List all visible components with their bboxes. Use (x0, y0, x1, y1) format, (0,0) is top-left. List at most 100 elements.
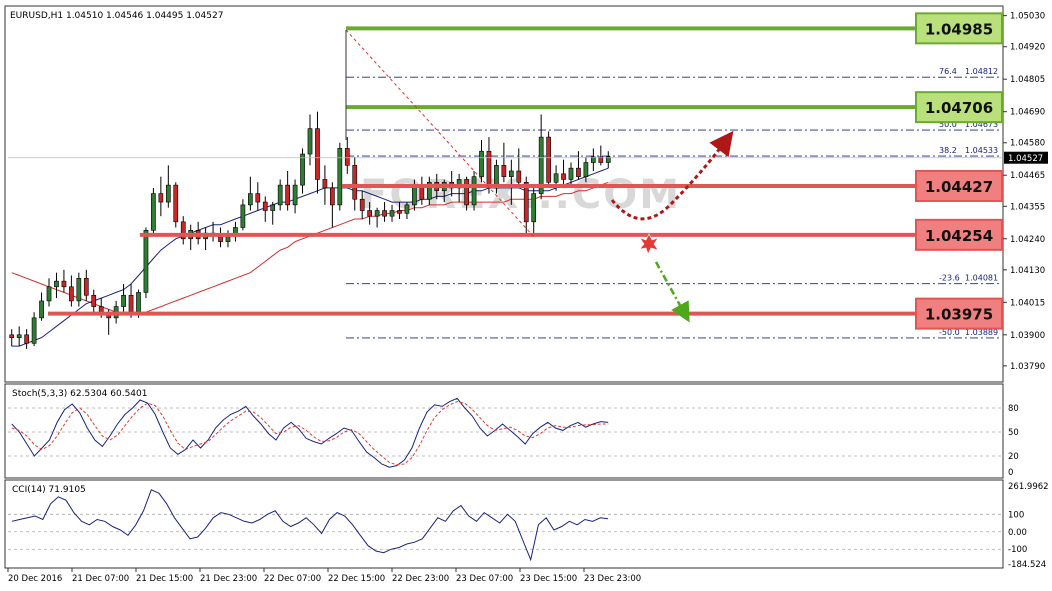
candle-bearish (367, 210, 373, 217)
symbol-header: EURUSD,H1 1.04510 1.04546 1.04495 1.0452… (10, 11, 223, 21)
current-price-box (1004, 151, 1048, 164)
candle-bullish (121, 294, 126, 307)
time-tick-label: 23 Dec 15:00 (520, 574, 577, 584)
candle-bullish (247, 193, 253, 206)
candle-bearish (322, 179, 328, 189)
candle-bullish (151, 193, 156, 231)
candle-bearish (352, 165, 358, 200)
candle-bullish (300, 153, 305, 186)
bullish-scenario-arrow (610, 130, 734, 221)
time-tick-label: 22 Dec 23:00 (392, 574, 449, 584)
candle-bearish (486, 150, 492, 189)
time-tick-label: 22 Dec 15:00 (328, 574, 385, 584)
price-tick-label: 1.04240 (1010, 235, 1045, 245)
main-panel (4, 5, 1004, 383)
candle-bullish (471, 176, 477, 206)
candle-bearish (561, 173, 566, 180)
candle-bullish (538, 136, 544, 194)
candle-bearish (516, 170, 522, 183)
candle-bullish (54, 280, 59, 288)
candle-bullish (531, 193, 537, 223)
candle-bullish (337, 148, 343, 206)
fibo-level-pct: -50.0 (939, 328, 960, 337)
candle-bullish (508, 170, 514, 177)
fibo-trendline (345, 29, 536, 239)
candle-bearish (69, 286, 74, 302)
level-label: 1.04706 (925, 99, 993, 117)
candle-bullish (270, 204, 276, 211)
time-tick-label: 23 Dec 23:00 (584, 574, 641, 584)
stoch-main-line (11, 397, 609, 468)
candle-bullish (143, 230, 149, 293)
level-box (915, 12, 1003, 45)
candle-bullish (374, 210, 380, 217)
candle-bullish (591, 156, 596, 163)
price-tick-label: 1.03790 (1010, 362, 1045, 372)
fibo-level-price: 1.04081 (965, 274, 998, 283)
candle-bearish (173, 184, 179, 223)
level-box (915, 169, 1003, 202)
candle-bearish (382, 210, 387, 217)
candle-bearish (330, 187, 335, 206)
bearish-scenario-arrow (654, 261, 690, 323)
candle-bearish (546, 136, 551, 183)
candle-bullish (277, 184, 283, 206)
candle-bearish (576, 167, 581, 177)
candle-bearish (523, 181, 529, 223)
price-tick-label: 1.04130 (1010, 266, 1045, 276)
candle-bearish (180, 221, 186, 240)
stoch-tick-label: 0 (1008, 468, 1013, 478)
time-tick-label: 22 Dec 07:00 (264, 574, 321, 584)
stoch-signal-line (11, 401, 609, 466)
candle-bearish (285, 184, 290, 206)
candle-bearish (24, 334, 29, 344)
fibo-level-price: 1.04673 (965, 120, 998, 129)
stoch-tick-label: 80 (1008, 404, 1019, 414)
candle-bullish (136, 292, 141, 313)
candle-bullish (412, 184, 417, 206)
price-tick-label: 1.04580 (1010, 139, 1045, 149)
fibo-level-price: 1.03889 (965, 328, 998, 337)
candle-bullish (389, 210, 395, 217)
level-box (915, 91, 1003, 124)
time-tick-label: 23 Dec 07:00 (456, 574, 513, 584)
price-tick-label: 1.04805 (1010, 75, 1045, 85)
candle-bearish (344, 148, 350, 166)
level-label: 1.04985 (925, 20, 993, 38)
current-price-label: 1.04527 (1008, 154, 1043, 164)
price-tick-label: 1.04355 (1010, 202, 1045, 212)
candle-bearish (315, 128, 320, 180)
cci-tick-label: -184.524 (1008, 560, 1046, 570)
price-tick-label: 1.03900 (1010, 331, 1045, 341)
stoch-label: Stoch(5,3,3) 62.5304 60.5401 (12, 389, 147, 399)
fibo-level-pct: -23.6 (939, 274, 960, 283)
breakout-star-icon (639, 233, 659, 255)
fibo-level-price: 1.04533 (965, 146, 998, 155)
candle-bullish (404, 204, 410, 214)
time-tick-label: 21 Dec 15:00 (136, 574, 193, 584)
fibo-level-pct: 76.4 (939, 67, 957, 76)
candle-bullish (426, 181, 432, 200)
candle-bullish (553, 173, 559, 183)
candle-bullish (307, 128, 313, 155)
level-box (915, 218, 1003, 251)
candle-bearish (262, 201, 268, 211)
price-tick-label: 1.04465 (1010, 171, 1045, 181)
level-label: 1.04427 (925, 178, 993, 196)
candle-bearish (255, 193, 261, 203)
candle-bearish (83, 278, 89, 296)
candle-bearish (128, 294, 134, 313)
candle-bearish (61, 280, 67, 288)
candle-bullish (31, 317, 37, 344)
cci-tick-label: 0.00 (1008, 528, 1027, 538)
candle-bearish (397, 210, 402, 214)
time-tick-label: 20 Dec 2016 (8, 574, 62, 584)
candle-bullish (76, 278, 82, 302)
price-tick-label: 1.04920 (1010, 43, 1045, 53)
candle-bearish (464, 179, 469, 206)
stoch-tick-label: 50 (1008, 428, 1019, 438)
candle-bullish (240, 204, 246, 228)
candle-bullish (605, 156, 611, 163)
cci-panel (4, 479, 1004, 569)
time-tick-label: 21 Dec 07:00 (72, 574, 129, 584)
